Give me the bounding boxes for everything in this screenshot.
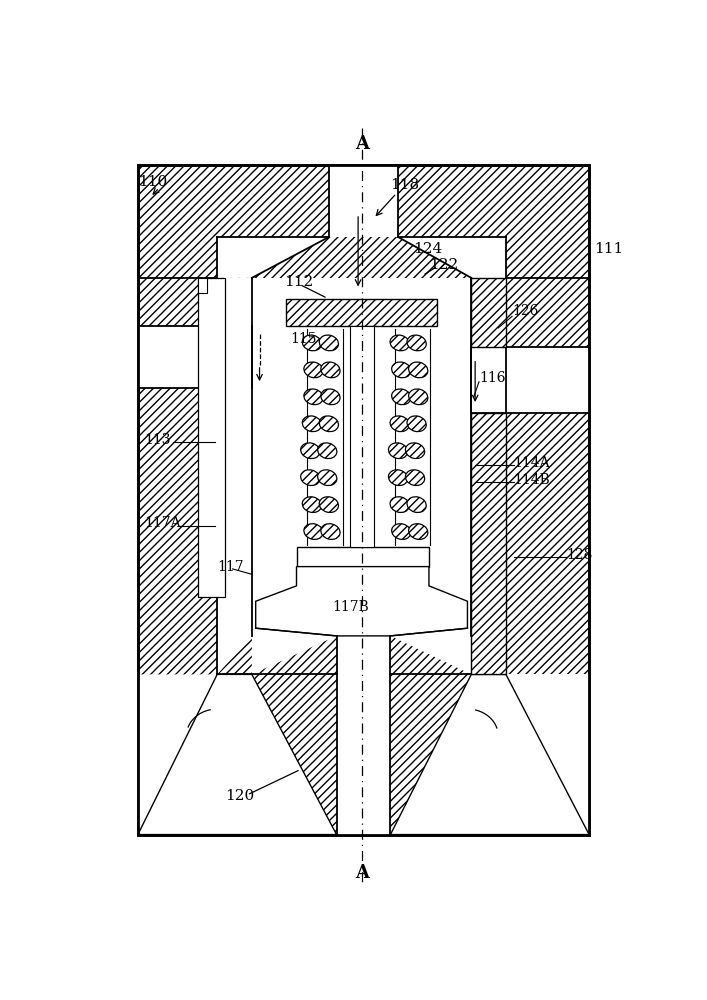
Ellipse shape (390, 416, 409, 432)
Polygon shape (398, 237, 506, 278)
Ellipse shape (320, 416, 339, 432)
Polygon shape (329, 165, 398, 237)
Text: 126: 126 (512, 304, 539, 318)
Polygon shape (390, 674, 589, 835)
Ellipse shape (304, 524, 323, 539)
Text: 117B: 117B (333, 600, 370, 614)
Ellipse shape (304, 362, 323, 378)
Ellipse shape (321, 524, 340, 539)
Ellipse shape (321, 362, 340, 378)
Ellipse shape (392, 389, 411, 405)
Polygon shape (138, 326, 217, 388)
Text: 113: 113 (144, 433, 170, 447)
Polygon shape (351, 326, 373, 547)
Ellipse shape (409, 524, 428, 539)
Ellipse shape (390, 497, 409, 512)
Text: 115: 115 (291, 332, 317, 346)
Text: 116: 116 (479, 371, 506, 385)
Text: 114B: 114B (514, 473, 550, 487)
Polygon shape (472, 278, 506, 347)
Ellipse shape (317, 443, 337, 459)
Ellipse shape (300, 443, 320, 459)
Ellipse shape (303, 416, 322, 432)
Polygon shape (198, 278, 207, 293)
Ellipse shape (300, 470, 320, 486)
Polygon shape (138, 674, 337, 835)
Ellipse shape (407, 497, 426, 512)
Polygon shape (390, 674, 589, 835)
Polygon shape (337, 636, 390, 835)
Polygon shape (296, 547, 429, 567)
Text: A: A (355, 135, 369, 153)
Polygon shape (472, 413, 506, 674)
Ellipse shape (392, 524, 411, 539)
Ellipse shape (320, 335, 339, 351)
Polygon shape (217, 278, 252, 674)
Text: 114A: 114A (514, 456, 550, 470)
Ellipse shape (409, 362, 428, 378)
Ellipse shape (407, 416, 426, 432)
Text: 111: 111 (595, 242, 624, 256)
Text: 120: 120 (225, 789, 254, 803)
Polygon shape (472, 347, 589, 413)
Ellipse shape (390, 335, 409, 351)
Ellipse shape (304, 389, 323, 405)
Ellipse shape (303, 497, 322, 512)
Polygon shape (256, 567, 467, 636)
Ellipse shape (320, 497, 339, 512)
Text: 128: 128 (566, 548, 592, 562)
Polygon shape (252, 636, 472, 674)
Text: 117A: 117A (144, 516, 181, 530)
Polygon shape (138, 165, 589, 835)
Ellipse shape (407, 335, 426, 351)
Ellipse shape (388, 443, 408, 459)
Text: 110: 110 (138, 175, 167, 189)
Ellipse shape (321, 389, 340, 405)
Ellipse shape (317, 470, 337, 486)
Text: 122: 122 (429, 258, 458, 272)
Polygon shape (198, 278, 225, 597)
Text: 118: 118 (390, 178, 419, 192)
Ellipse shape (392, 362, 411, 378)
Ellipse shape (405, 470, 425, 486)
Text: 117: 117 (217, 560, 244, 574)
Polygon shape (286, 299, 437, 326)
Polygon shape (252, 278, 472, 636)
Polygon shape (472, 278, 506, 674)
Polygon shape (217, 237, 329, 278)
Ellipse shape (409, 389, 428, 405)
Ellipse shape (303, 335, 322, 351)
Ellipse shape (388, 470, 408, 486)
Ellipse shape (405, 443, 425, 459)
Text: 124: 124 (414, 242, 443, 256)
Polygon shape (138, 674, 337, 835)
Text: A: A (355, 864, 369, 882)
Text: 112: 112 (284, 275, 313, 289)
